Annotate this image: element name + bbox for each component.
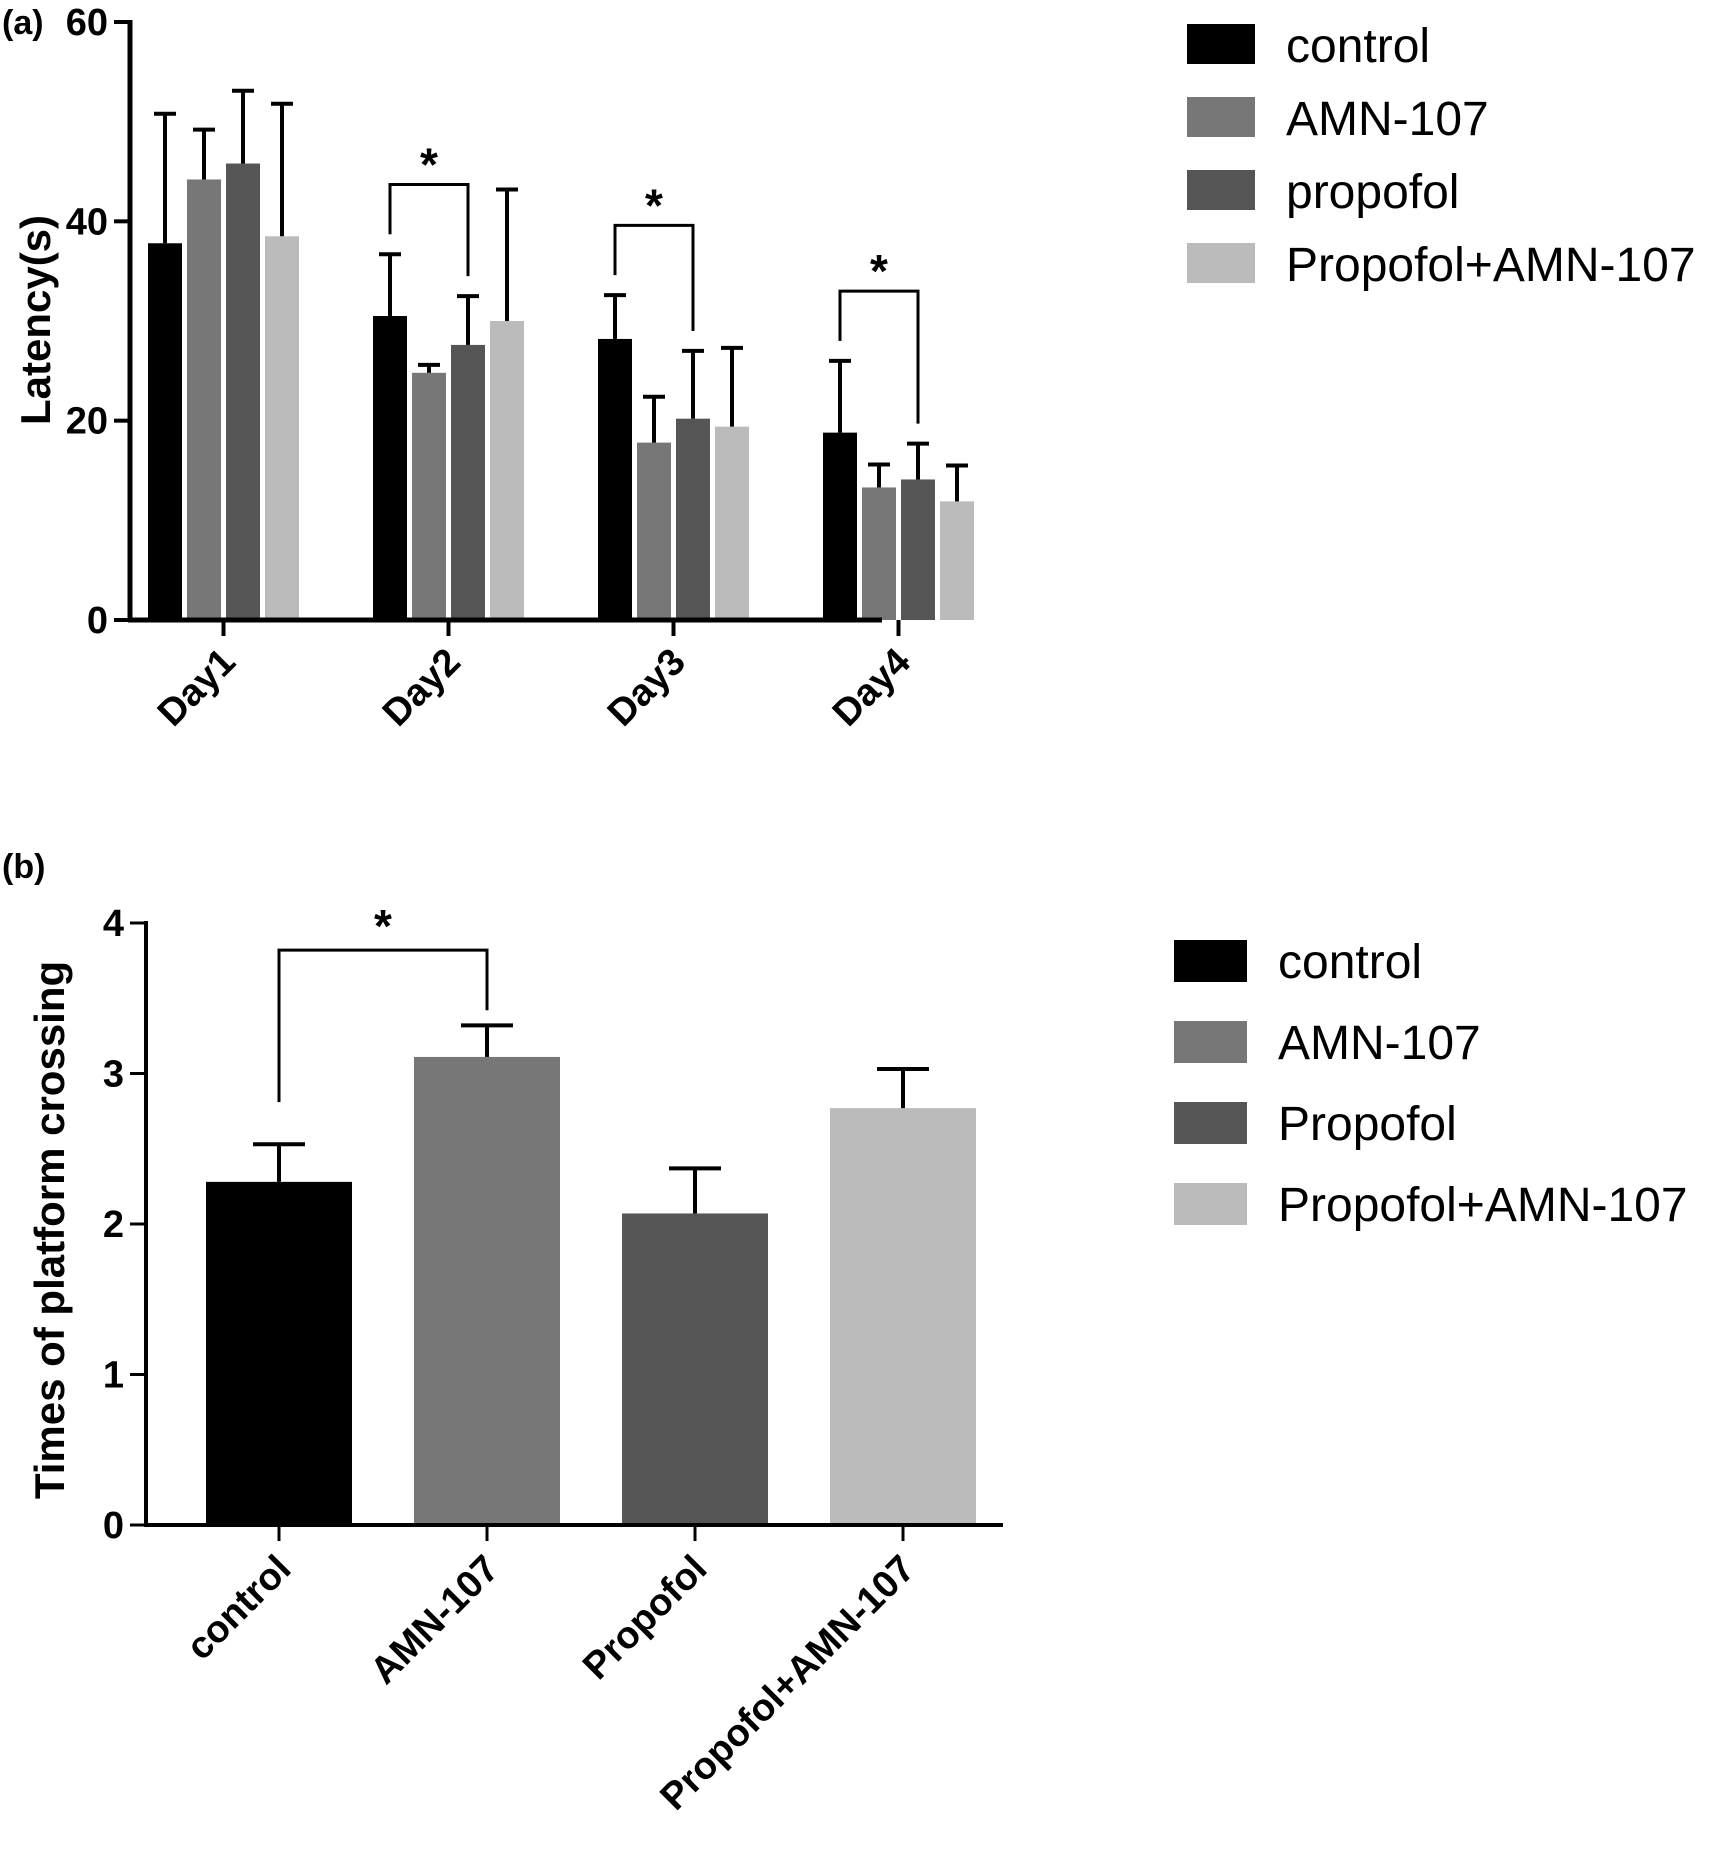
legend-label-propofol: Propofol [1278,1098,1457,1151]
bar-day4-amn-107 [862,487,896,620]
panel-b: (b) Times of platform crossing 0 1 2 3 4 cont… [2,848,1688,1818]
significance-bracket-day2 [388,182,470,277]
y-tick-label: 0 [87,600,108,642]
bar-day3-propofol [676,418,710,620]
y-tick-label: 20 [66,401,108,443]
bar-day2-amn-107 [412,372,446,620]
bar-day1-amn-107 [187,179,221,620]
panel-b-legend: control AMN-107 Propofol Propofol+AMN-107 [1174,936,1688,1232]
legend-swatch-amn-107 [1187,97,1255,137]
bar-day2-propofol [451,344,485,620]
panel-b-y-axis-title: Times of platform crossing [26,961,73,1499]
legend-swatch-propofol-amn-107 [1174,1183,1247,1225]
panel-a-significance: * * * [388,138,920,424]
y-tick-label: 2 [103,1204,124,1246]
legend-swatch-propofol [1174,1102,1247,1144]
bar-propofol-amn-107 [830,1108,976,1525]
bar-day4-propofol-amn-107 [940,501,974,620]
legend-swatch-propofol-amn-107 [1187,243,1255,283]
x-tick-label-day3: Day3 [600,641,694,735]
y-tick-label: 3 [103,1054,124,1096]
legend-label-propofol-amn-107: Propofol+AMN-107 [1286,239,1696,292]
legend-swatch-control [1174,940,1247,982]
legend-label-amn-107: AMN-107 [1286,93,1489,146]
legend-swatch-amn-107 [1174,1021,1247,1063]
legend-label-control: control [1286,20,1430,73]
y-tick-label: 1 [103,1355,124,1397]
significance-bracket [277,948,489,1103]
significance-bracket-day4 [838,289,920,424]
bar-day2-propofol-amn-107 [490,321,524,620]
bar-control [206,1181,352,1525]
significance-star-day2: * [420,138,438,190]
panel-a-bars [148,88,974,621]
panel-b-significance: * [277,900,489,1103]
y-tick-label: 60 [66,2,108,44]
x-tick-label-propofol: Propofol [575,1548,715,1688]
legend-swatch-propofol [1187,170,1255,210]
significance-star-day4: * [870,245,888,297]
bar-propofol [622,1213,768,1525]
bar-day3-amn-107 [637,442,671,620]
x-tick-label-day2: Day2 [375,641,469,735]
legend-label-propofol-amn-107: Propofol+AMN-107 [1278,1179,1688,1232]
legend-label-control: control [1278,936,1422,989]
legend-swatch-control [1187,24,1255,64]
bar-day1-propofol-amn-107 [265,236,299,621]
panel-a-y-axis-title: Latency(s) [12,215,59,425]
bar-day2-control [373,316,407,620]
legend-label-amn-107: AMN-107 [1278,1017,1481,1070]
bar-amn-107 [414,1056,560,1525]
significance-bracket-day3 [613,223,695,331]
significance-star-day3: * [645,179,663,231]
panel-b-bars [206,1023,976,1525]
bar-day3-control [598,338,632,620]
y-tick-label: 40 [66,201,108,243]
y-tick-label: 0 [103,1505,124,1547]
panel-a: (a) Latency(s) 0 20 40 60 Day1 Day2 Day3 Day4 *… [2,2,1696,735]
x-tick-label-day4: Day4 [825,641,919,735]
bar-day3-propofol-amn-107 [715,426,749,620]
panel-b-label: (b) [2,848,45,886]
bar-day4-control [823,432,857,620]
x-tick-label-day1: Day1 [150,641,244,735]
y-tick-label: 4 [103,903,124,945]
x-tick-label-control: control [179,1548,300,1669]
bar-day1-propofol [226,163,260,620]
panel-a-legend: control AMN-107 propofol Propofol+AMN-107 [1187,20,1696,292]
x-tick-label-amn-107: AMN-107 [363,1548,508,1693]
significance-star: * [374,900,392,952]
bar-day1-control [148,243,182,620]
panel-a-label: (a) [2,4,44,42]
bar-day4-propofol [901,479,935,620]
legend-label-propofol: propofol [1286,166,1459,219]
